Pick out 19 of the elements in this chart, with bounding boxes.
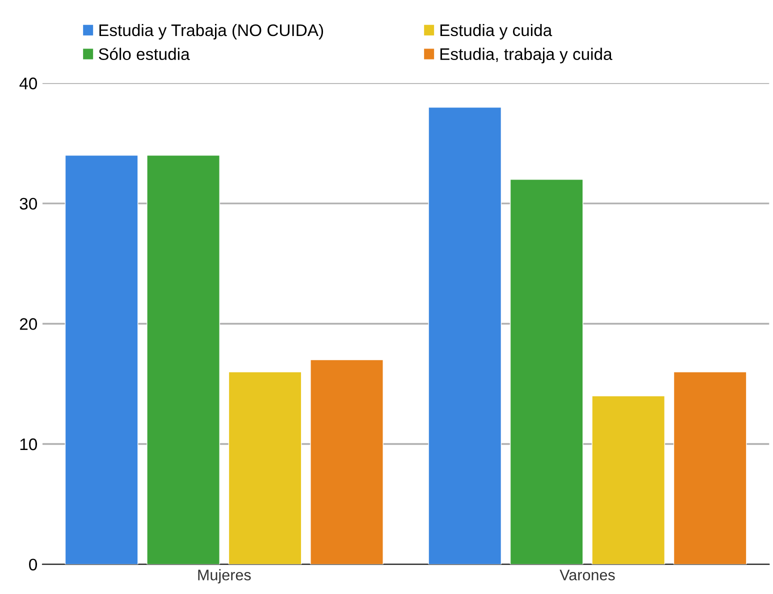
bar bbox=[64, 154, 138, 564]
bar bbox=[146, 154, 220, 564]
y-tick-label: 10 bbox=[20, 438, 38, 450]
legend-label: Estudia y Trabaja (NO CUIDA) bbox=[99, 24, 324, 40]
bar bbox=[510, 179, 584, 564]
y-tick-label: 20 bbox=[20, 318, 38, 330]
legend-label: Estudia, trabaja y cuida bbox=[440, 48, 612, 64]
y-tick-label: 0 bbox=[29, 558, 38, 571]
bar bbox=[228, 371, 302, 564]
bar bbox=[310, 359, 384, 564]
bar bbox=[592, 396, 666, 564]
y-tick-label: 30 bbox=[20, 198, 38, 210]
legend-label: Estudia y cuida bbox=[440, 24, 552, 40]
x-tick-label: Varones bbox=[560, 570, 615, 580]
x-tick-label: Mujeres bbox=[198, 569, 251, 584]
bar bbox=[428, 106, 502, 564]
y-tick-label: 40 bbox=[20, 78, 38, 90]
bar bbox=[673, 371, 747, 564]
legend-label: Sólo estudia bbox=[98, 48, 190, 60]
